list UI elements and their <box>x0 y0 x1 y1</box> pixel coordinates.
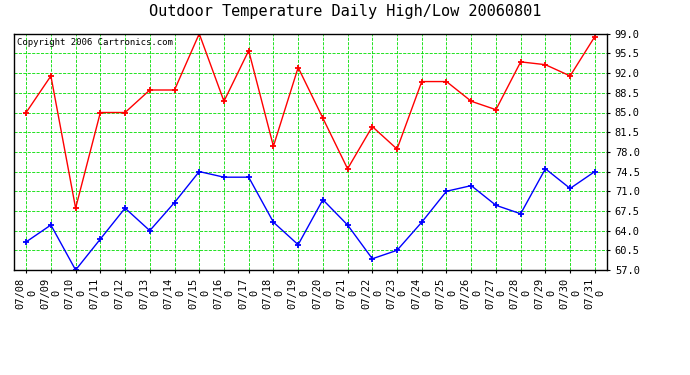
Text: Outdoor Temperature Daily High/Low 20060801: Outdoor Temperature Daily High/Low 20060… <box>149 4 541 19</box>
Text: Copyright 2006 Cartronics.com: Copyright 2006 Cartronics.com <box>17 39 172 48</box>
